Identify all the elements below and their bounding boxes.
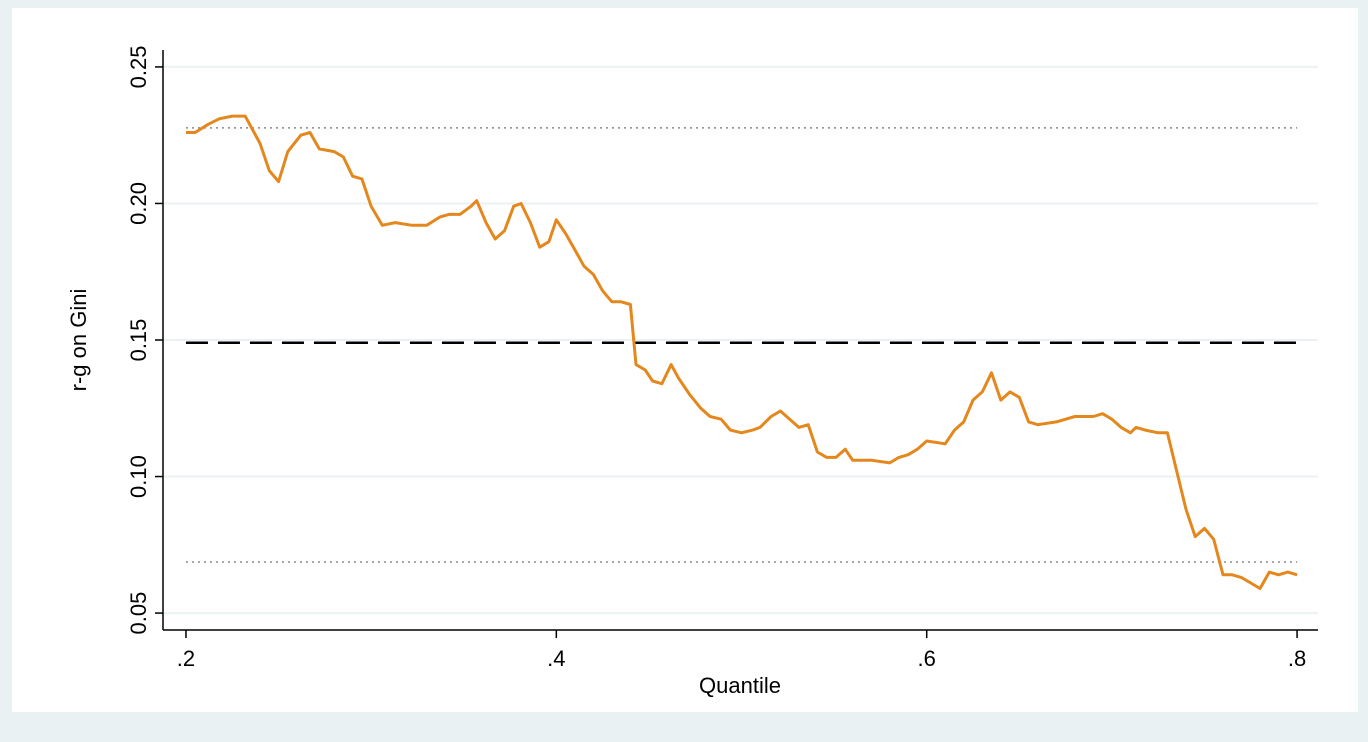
y-tick-label: 0.15	[126, 319, 151, 362]
y-tick-label: 0.20	[126, 182, 151, 225]
y-axis-title: r-g on Gini	[66, 289, 91, 392]
y-tick-label: 0.05	[126, 592, 151, 635]
x-tick-label: .8	[1288, 646, 1306, 671]
graph-region	[12, 8, 1358, 712]
x-tick-label: .6	[918, 646, 936, 671]
x-tick-label: .4	[547, 646, 565, 671]
data-line	[186, 114, 1298, 590]
y-tick-label: 0.10	[126, 455, 151, 498]
x-tick-label: .2	[177, 646, 195, 671]
x-axis-title: Quantile	[699, 673, 781, 698]
y-tick-label: 0.25	[126, 46, 151, 89]
